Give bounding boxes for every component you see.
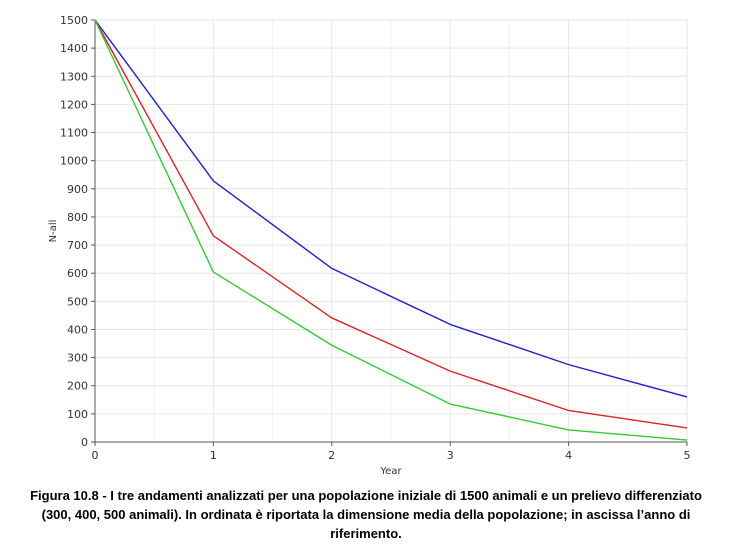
y-tick-label: 800 [67, 211, 88, 224]
grid [94, 19, 688, 443]
y-tick-label: 300 [67, 352, 88, 365]
y-tick-label: 200 [67, 380, 88, 393]
x-tick-label: 4 [565, 449, 572, 462]
tick-labels: 0 100 200 300 400 500 600 700 800 900 1000 1100 1200… [60, 14, 691, 462]
series-line-2 [94, 19, 688, 429]
x-tick-label: 5 [684, 449, 691, 462]
figure-caption: Figura 10.8 - I tre andamenti analizzati… [30, 488, 702, 541]
y-tick-label: 0 [81, 436, 88, 449]
y-tick-label: 500 [67, 295, 88, 308]
y-tick-label: 900 [67, 183, 88, 196]
x-axis-label: Year [379, 466, 402, 477]
y-tick-label: 1200 [60, 98, 88, 111]
axes [91, 19, 688, 446]
x-tick-label: 3 [447, 449, 454, 462]
y-tick-label: 100 [67, 408, 88, 421]
y-tick-label: 400 [67, 323, 88, 336]
y-tick-label: 1400 [60, 42, 88, 55]
y-axis-label: N-all [48, 220, 59, 243]
y-tick-label: 700 [67, 239, 88, 252]
y-tick-label: 1500 [60, 14, 88, 27]
y-tick-label: 1100 [60, 127, 88, 140]
line-chart: 0 100 200 300 400 500 600 700 800 900 1000 1100 1200… [48, 14, 691, 477]
series-line-3 [94, 19, 688, 441]
x-tick-label: 2 [328, 449, 335, 462]
x-tick-label: 1 [210, 449, 217, 462]
series-line-1 [94, 19, 688, 398]
y-tick-label: 1300 [60, 70, 88, 83]
x-tick-label: 0 [92, 449, 99, 462]
series-layer [94, 19, 688, 441]
y-tick-label: 600 [67, 267, 88, 280]
y-tick-label: 1000 [60, 155, 88, 168]
